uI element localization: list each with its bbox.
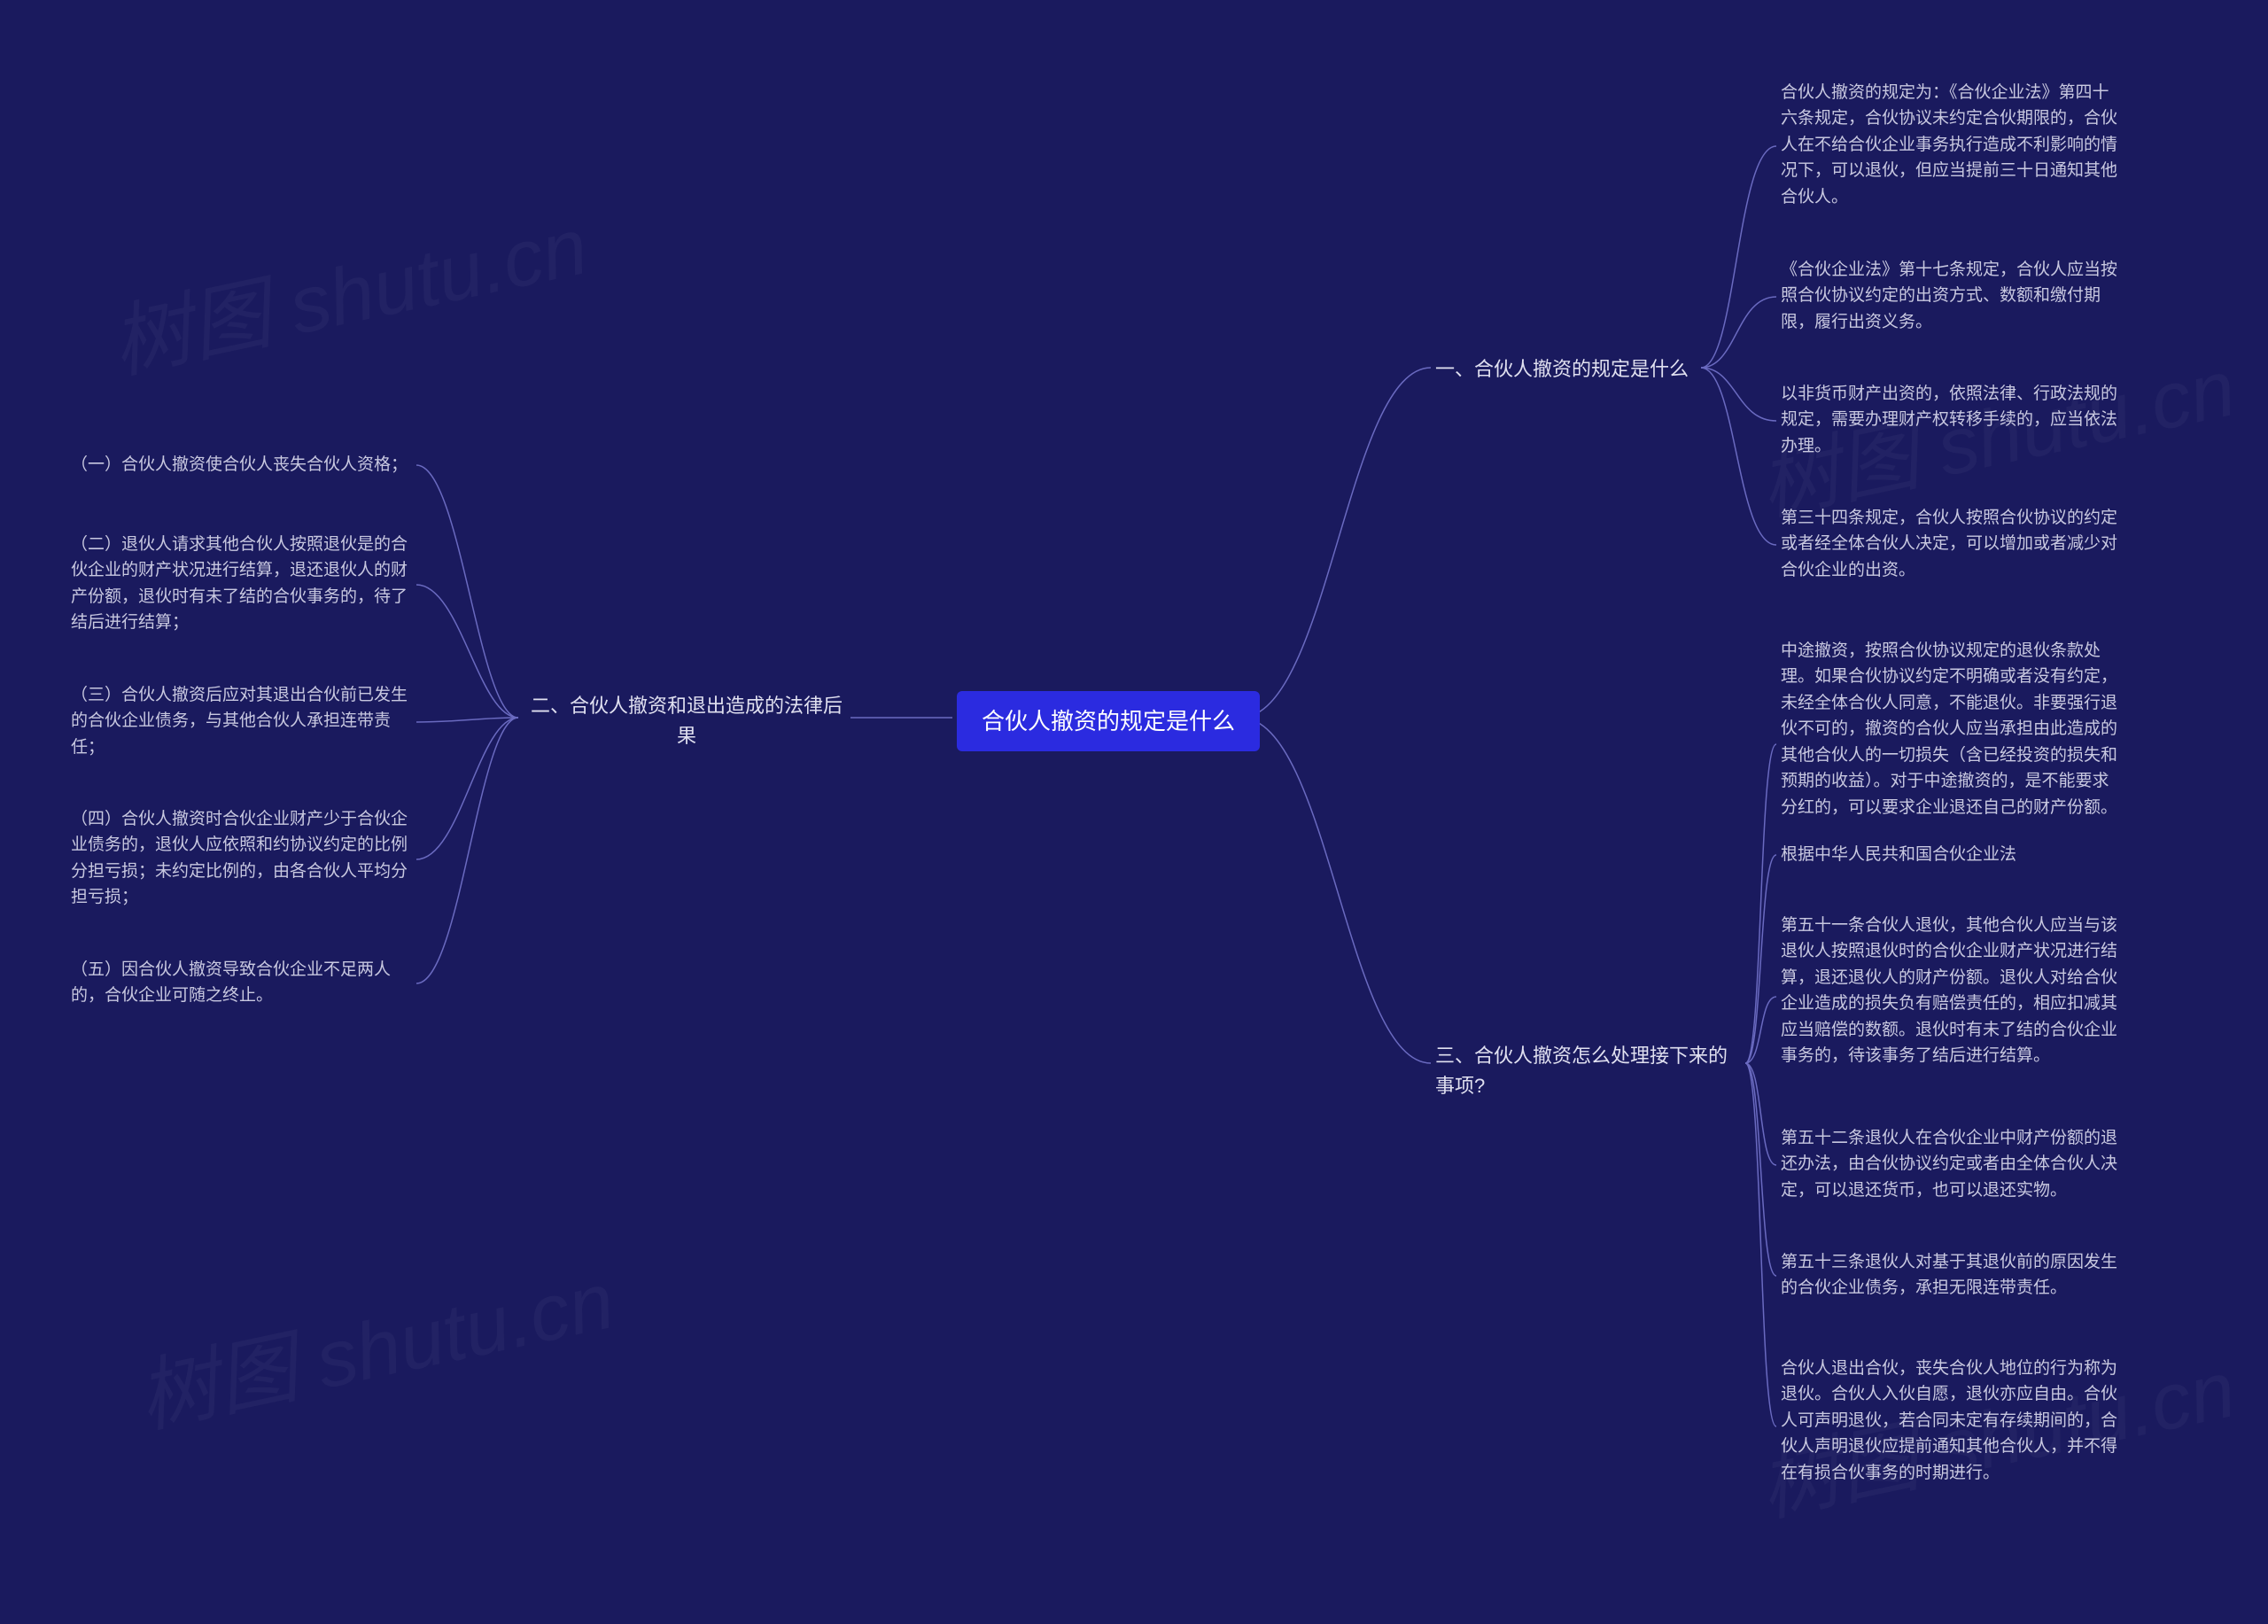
branch-2-leaf-2[interactable]: （三）合伙人撤资后应对其退出合伙前已发生的合伙企业债务，与其他合伙人承担连带责任… bbox=[71, 682, 408, 760]
branch-3-leaf-5[interactable]: 合伙人退出合伙，丧失合伙人地位的行为称为退伙。合伙人入伙自愿，退伙亦应自由。合伙… bbox=[1781, 1356, 2117, 1486]
branch-3-leaf-2[interactable]: 第五十一条合伙人退伙，其他合伙人应当与该退伙人按照退伙时的合伙企业财产状况进行结… bbox=[1781, 913, 2117, 1069]
branch-3-leaf-3[interactable]: 第五十二条退伙人在合伙企业中财产份额的退还办法，由合伙协议约定或者由全体合伙人决… bbox=[1781, 1125, 2117, 1203]
branch-1-leaf-2[interactable]: 以非货币财产出资的，依照法律、行政法规的规定，需要办理财产权转移手续的，应当依法… bbox=[1781, 381, 2117, 459]
branch-2[interactable]: 二、合伙人撤资和退出造成的法律后果 bbox=[523, 691, 850, 751]
branch-3-leaf-1[interactable]: 根据中华人民共和国合伙企业法 bbox=[1781, 842, 2016, 867]
branch-1-leaf-3[interactable]: 第三十四条规定，合伙人按照合伙协议的约定或者经全体合伙人决定，可以增加或者减少对… bbox=[1781, 505, 2117, 583]
branch-3-leaf-4[interactable]: 第五十三条退伙人对基于其退伙前的原因发生的合伙企业债务，承担无限连带责任。 bbox=[1781, 1249, 2117, 1302]
branch-2-leaf-0[interactable]: （一）合伙人撤资使合伙人丧失合伙人资格； bbox=[71, 452, 408, 478]
branch-2-leaf-3[interactable]: （四）合伙人撤资时合伙企业财产少于合伙企业债务的，退伙人应依照和约协议约定的比例… bbox=[71, 806, 408, 911]
branch-1[interactable]: 一、合伙人撤资的规定是什么 bbox=[1435, 354, 1689, 385]
watermark: 树图 shutu.cn bbox=[126, 1236, 622, 1449]
branch-1-leaf-1[interactable]: 《合伙企业法》第十七条规定，合伙人应当按照合伙协议约定的出资方式、数额和缴付期限… bbox=[1781, 257, 2117, 335]
root-node[interactable]: 合伙人撤资的规定是什么 bbox=[957, 691, 1260, 751]
watermark: 树图 shutu.cn bbox=[99, 182, 595, 395]
branch-2-leaf-1[interactable]: （二）退伙人请求其他合伙人按照退伙是的合伙企业的财产状况进行结算，退还退伙人的财… bbox=[71, 532, 408, 636]
branch-2-leaf-4[interactable]: （五）因合伙人撤资导致合伙企业不足两人的，合伙企业可随之终止。 bbox=[71, 957, 408, 1009]
branch-3-leaf-0[interactable]: 中途撤资，按照合伙协议规定的退伙条款处理。如果合伙协议约定不明确或者没有约定，未… bbox=[1781, 638, 2117, 820]
branch-1-leaf-0[interactable]: 合伙人撤资的规定为：《合伙企业法》第四十六条规定，合伙协议未约定合伙期限的，合伙… bbox=[1781, 80, 2117, 210]
branch-3[interactable]: 三、合伙人撤资怎么处理接下来的事项? bbox=[1435, 1041, 1736, 1101]
